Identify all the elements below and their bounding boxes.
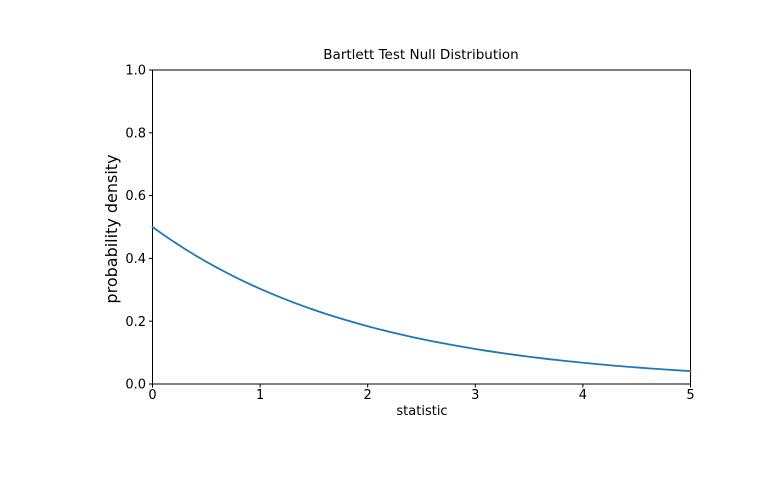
x-tick-label: 1: [256, 388, 264, 403]
y-tick-label: 0.2: [125, 315, 146, 330]
y-tick-label: 1.0: [125, 64, 146, 79]
y-axis-label: probability density: [102, 154, 121, 304]
x-axis-label: statistic: [396, 404, 448, 419]
y-tick-label: 0.4: [125, 252, 146, 267]
x-tick-label: 0: [148, 388, 156, 403]
y-tick-label: 0.6: [125, 189, 146, 204]
axes-frame: [152, 69, 691, 385]
x-tick-label: 3: [471, 388, 479, 403]
y-tick-label: 0.0: [125, 378, 146, 393]
x-tick-label: 5: [686, 388, 694, 403]
density-curve: [151, 226, 692, 373]
chart-title: Bartlett Test Null Distribution: [323, 47, 519, 63]
x-tick-label: 4: [579, 388, 587, 403]
y-tick-label: 0.8: [125, 126, 146, 141]
x-tick-label: 2: [364, 388, 372, 403]
